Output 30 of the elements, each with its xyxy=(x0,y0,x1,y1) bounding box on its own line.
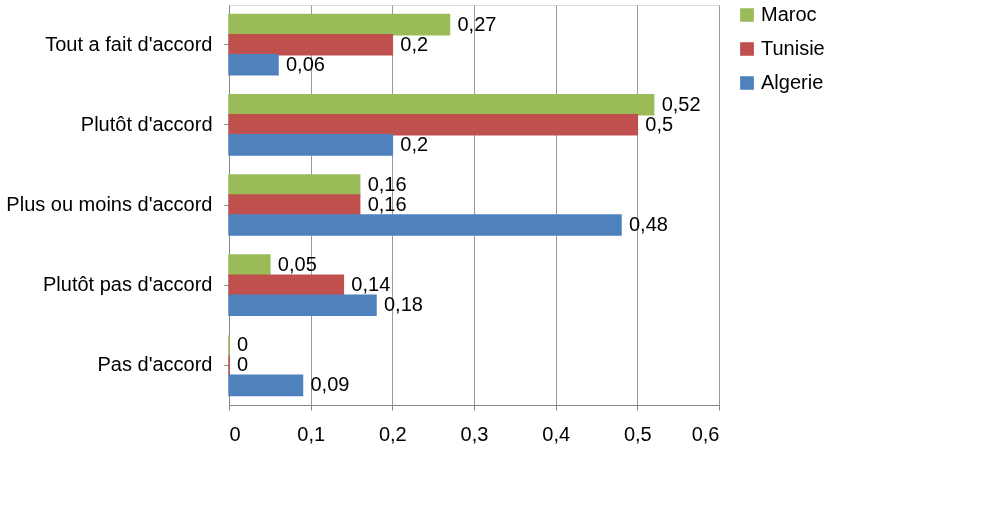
data-label: 0,2 xyxy=(400,32,429,55)
x-tick-label: 0,3 xyxy=(460,422,489,445)
x-tick-label: 0 xyxy=(229,422,241,445)
data-label: 0,06 xyxy=(286,52,325,75)
data-label: 0,05 xyxy=(277,253,317,276)
data-label: 0,14 xyxy=(351,273,391,296)
legend-label: Tunisie xyxy=(761,37,825,59)
y-tick-label: Pas d'accord xyxy=(97,353,213,376)
data-label: 0,16 xyxy=(367,193,407,215)
data-label: 0,2 xyxy=(400,132,429,155)
y-tick-label: Plutôt pas d'accord xyxy=(43,273,213,296)
data-label: 0,5 xyxy=(645,112,674,135)
data-label: 0,09 xyxy=(310,373,350,396)
data-label: 0,16 xyxy=(367,172,407,195)
x-tick-label: 0,2 xyxy=(378,422,407,445)
x-tick-label: 0,4 xyxy=(542,422,571,445)
data-label: 0,48 xyxy=(629,213,668,236)
data-label: 0,18 xyxy=(384,293,423,316)
y-tick-label: Tout a fait d'accord xyxy=(45,32,213,55)
legend-label: Maroc xyxy=(761,3,817,25)
x-tick-label: 0,6 xyxy=(691,422,720,445)
x-tick-label: 0,5 xyxy=(623,422,652,445)
data-label: 0 xyxy=(237,333,249,356)
y-tick-label: Plutôt d'accord xyxy=(80,112,213,135)
data-label: 0,52 xyxy=(661,92,701,115)
y-tick-label: Plus ou moins d'accord xyxy=(6,193,213,215)
data-label: 0,27 xyxy=(457,12,497,35)
legend-label: Algerie xyxy=(761,71,824,93)
x-tick-label: 0,1 xyxy=(297,422,326,445)
data-label: 0 xyxy=(237,353,249,376)
